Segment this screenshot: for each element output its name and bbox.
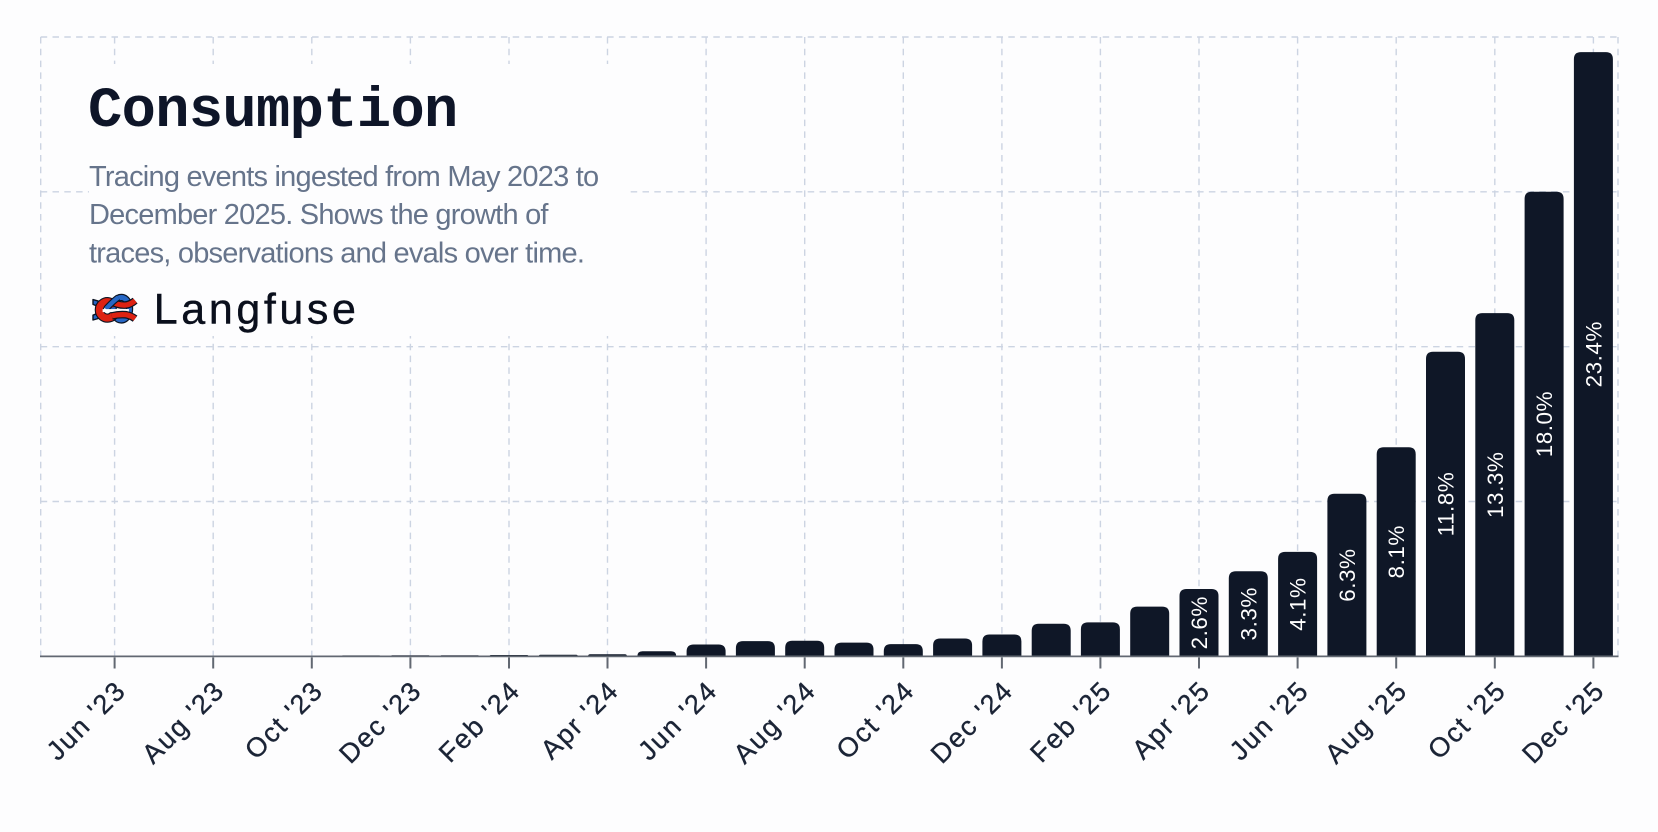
svg-text:13.3%: 13.3%: [1483, 452, 1508, 518]
svg-text:3.3%: 3.3%: [1236, 587, 1261, 640]
svg-text:23.4%: 23.4%: [1581, 321, 1606, 387]
svg-text:Langfuse: Langfuse: [154, 286, 360, 334]
svg-text:2.6%: 2.6%: [1187, 596, 1212, 649]
svg-text:4.1%: 4.1%: [1286, 577, 1311, 630]
svg-text:Consumption: Consumption: [88, 80, 458, 144]
svg-text:December 2025. Shows the growt: December 2025. Shows the growth of: [89, 199, 549, 231]
svg-text:8.1%: 8.1%: [1384, 525, 1409, 578]
svg-text:traces, observations and evals: traces, observations and evals over time…: [89, 238, 584, 270]
svg-text:11.8%: 11.8%: [1434, 472, 1459, 537]
svg-text:Tracing events ingested from M: Tracing events ingested from May 2023 to: [89, 161, 598, 193]
svg-text:6.3%: 6.3%: [1335, 548, 1360, 601]
svg-text:18.0%: 18.0%: [1532, 391, 1557, 457]
